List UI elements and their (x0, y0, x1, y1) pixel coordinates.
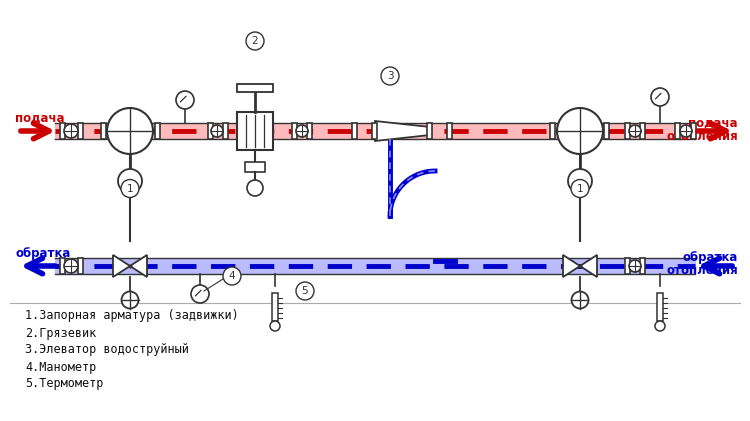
Circle shape (629, 125, 641, 137)
Bar (640, 123, 646, 139)
Circle shape (191, 285, 209, 303)
Polygon shape (580, 255, 597, 277)
Circle shape (629, 260, 641, 272)
Text: 3.Элеватор водоструйный: 3.Элеватор водоструйный (25, 344, 189, 357)
Polygon shape (130, 255, 147, 277)
Bar (427, 123, 433, 139)
Bar (373, 123, 377, 139)
Bar (308, 123, 313, 139)
Bar (626, 123, 631, 139)
Text: 5.Термометр: 5.Термометр (25, 378, 104, 391)
Text: отопления: отопления (666, 130, 738, 142)
Bar (237, 112, 273, 150)
Text: подача: подача (688, 117, 738, 130)
Bar (448, 123, 452, 139)
Text: 3: 3 (387, 71, 393, 81)
Circle shape (571, 179, 589, 197)
Circle shape (176, 91, 194, 109)
Circle shape (655, 321, 665, 331)
Bar (100, 123, 106, 139)
Circle shape (64, 124, 78, 138)
Text: 4.Манометр: 4.Манометр (25, 360, 96, 373)
Bar (245, 162, 265, 172)
Bar (223, 123, 227, 139)
Bar (77, 258, 82, 274)
Bar (292, 123, 298, 139)
Circle shape (121, 179, 139, 197)
Text: обратка: обратка (15, 247, 70, 259)
Circle shape (568, 169, 592, 193)
Circle shape (118, 169, 142, 193)
Text: 4: 4 (229, 271, 236, 281)
Text: 2: 2 (252, 36, 258, 46)
Bar (59, 258, 64, 274)
Circle shape (122, 291, 139, 309)
Text: 1.Запорная арматура (задвижки): 1.Запорная арматура (задвижки) (25, 309, 239, 322)
Bar (154, 123, 160, 139)
Circle shape (64, 259, 78, 273)
Bar (550, 123, 556, 139)
Text: 2.Грязевик: 2.Грязевик (25, 327, 96, 339)
Circle shape (572, 291, 589, 309)
Text: отопления: отопления (666, 264, 738, 277)
Text: 5: 5 (302, 286, 308, 296)
Circle shape (651, 88, 669, 106)
Circle shape (557, 108, 603, 154)
Circle shape (381, 67, 399, 85)
Bar (272, 293, 278, 321)
Circle shape (296, 125, 308, 137)
Circle shape (247, 180, 263, 196)
Bar (657, 293, 663, 321)
Bar (640, 258, 646, 274)
Text: 1: 1 (577, 184, 584, 194)
Bar (692, 123, 697, 139)
Circle shape (680, 125, 692, 137)
Bar (626, 258, 631, 274)
Circle shape (107, 108, 153, 154)
Circle shape (223, 267, 241, 285)
Polygon shape (563, 255, 580, 277)
Circle shape (246, 32, 264, 50)
Polygon shape (113, 255, 130, 277)
Text: обратка: обратка (682, 251, 738, 264)
Bar (604, 123, 610, 139)
Circle shape (296, 282, 314, 300)
Bar (208, 123, 212, 139)
Text: 1: 1 (127, 184, 134, 194)
Circle shape (211, 125, 223, 137)
Polygon shape (375, 121, 430, 141)
Bar (77, 123, 82, 139)
Bar (352, 123, 358, 139)
Bar (676, 123, 680, 139)
Text: подача: подача (15, 112, 64, 125)
Bar (59, 123, 64, 139)
Bar (237, 84, 273, 92)
Circle shape (270, 321, 280, 331)
